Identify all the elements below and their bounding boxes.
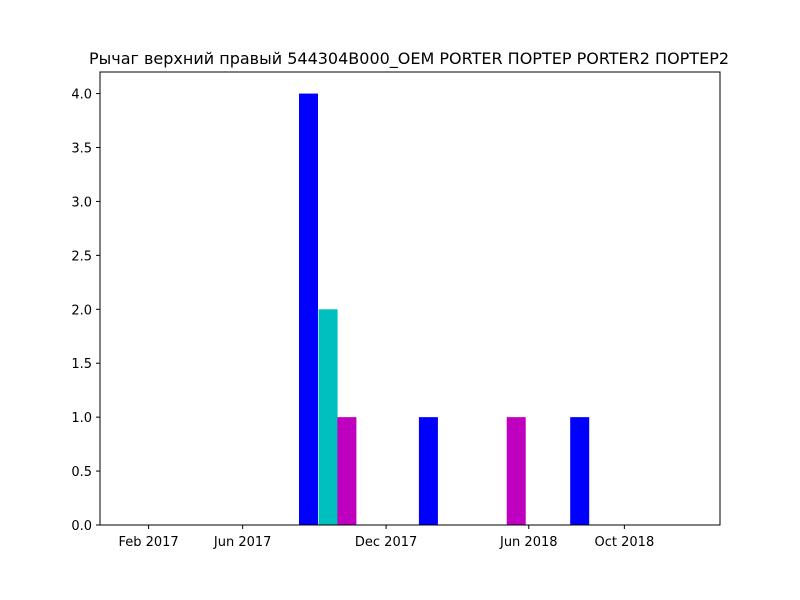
y-tick-label: 2.5 bbox=[71, 249, 92, 264]
bar-2 bbox=[318, 309, 338, 525]
bars-group bbox=[299, 93, 590, 525]
bar-3 bbox=[337, 417, 357, 525]
bar-4 bbox=[418, 417, 438, 525]
y-tick-label: 3.0 bbox=[71, 195, 92, 210]
x-tick-label: Dec 2017 bbox=[355, 535, 417, 550]
x-tick-label: Feb 2017 bbox=[118, 535, 178, 550]
chart-title: Рычаг верхний правый 544304B000_OEM PORT… bbox=[89, 49, 729, 69]
x-axis: Feb 2017 Jun 2017 Dec 2017 Jun 2018 Oct 2018 bbox=[118, 525, 654, 550]
y-tick-label: 3.5 bbox=[71, 142, 92, 157]
x-tick-label: Oct 2018 bbox=[595, 535, 655, 550]
x-tick-label: Jun 2017 bbox=[213, 535, 272, 550]
y-tick-label: 0.5 bbox=[71, 465, 92, 480]
bar-5 bbox=[506, 417, 526, 525]
y-tick-label: 4.0 bbox=[71, 88, 92, 103]
bar-6 bbox=[570, 417, 590, 525]
x-tick-label: Jun 2018 bbox=[499, 535, 558, 550]
plot-area-frame bbox=[99, 71, 721, 526]
y-tick-label: 1.5 bbox=[71, 357, 92, 372]
y-tick-label: 0.0 bbox=[71, 519, 92, 534]
y-axis: 0.0 0.5 1.0 1.5 2.0 2.5 3.0 3.5 4.0 bbox=[71, 88, 100, 534]
bar-1 bbox=[299, 93, 318, 525]
y-tick-label: 1.0 bbox=[71, 411, 92, 426]
y-tick-label: 2.0 bbox=[71, 303, 92, 318]
